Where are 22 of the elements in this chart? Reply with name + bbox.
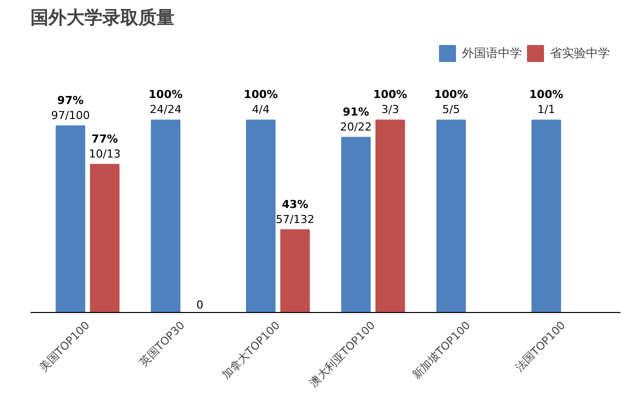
bar (246, 120, 276, 312)
data-label: 100% 24/24 (148, 88, 183, 116)
data-label: 43% 57/132 (276, 198, 314, 226)
data-label: 91% 20/22 (340, 105, 372, 134)
bar (90, 164, 120, 312)
bar (341, 136, 371, 312)
bar (280, 229, 310, 312)
data-label: 0 (196, 298, 204, 312)
bar (532, 120, 562, 312)
data-label: 100% 1/1 (529, 88, 564, 116)
chart-title: 国外大学录取质量 (30, 8, 174, 28)
data-label: 100% 3/3 (373, 88, 408, 116)
data-label: 97% 97/100 (51, 94, 90, 122)
data-label: 100% 5/5 (434, 88, 468, 116)
bar (56, 125, 86, 312)
data-label: 77% 10/13 (88, 132, 121, 160)
legend-label: 外国语中学 (462, 44, 522, 62)
bar (375, 120, 405, 312)
bar (436, 120, 466, 312)
data-label: 100% 4/4 (244, 88, 278, 116)
legend-label: 省实验中学 (550, 44, 610, 62)
bar (150, 120, 180, 312)
